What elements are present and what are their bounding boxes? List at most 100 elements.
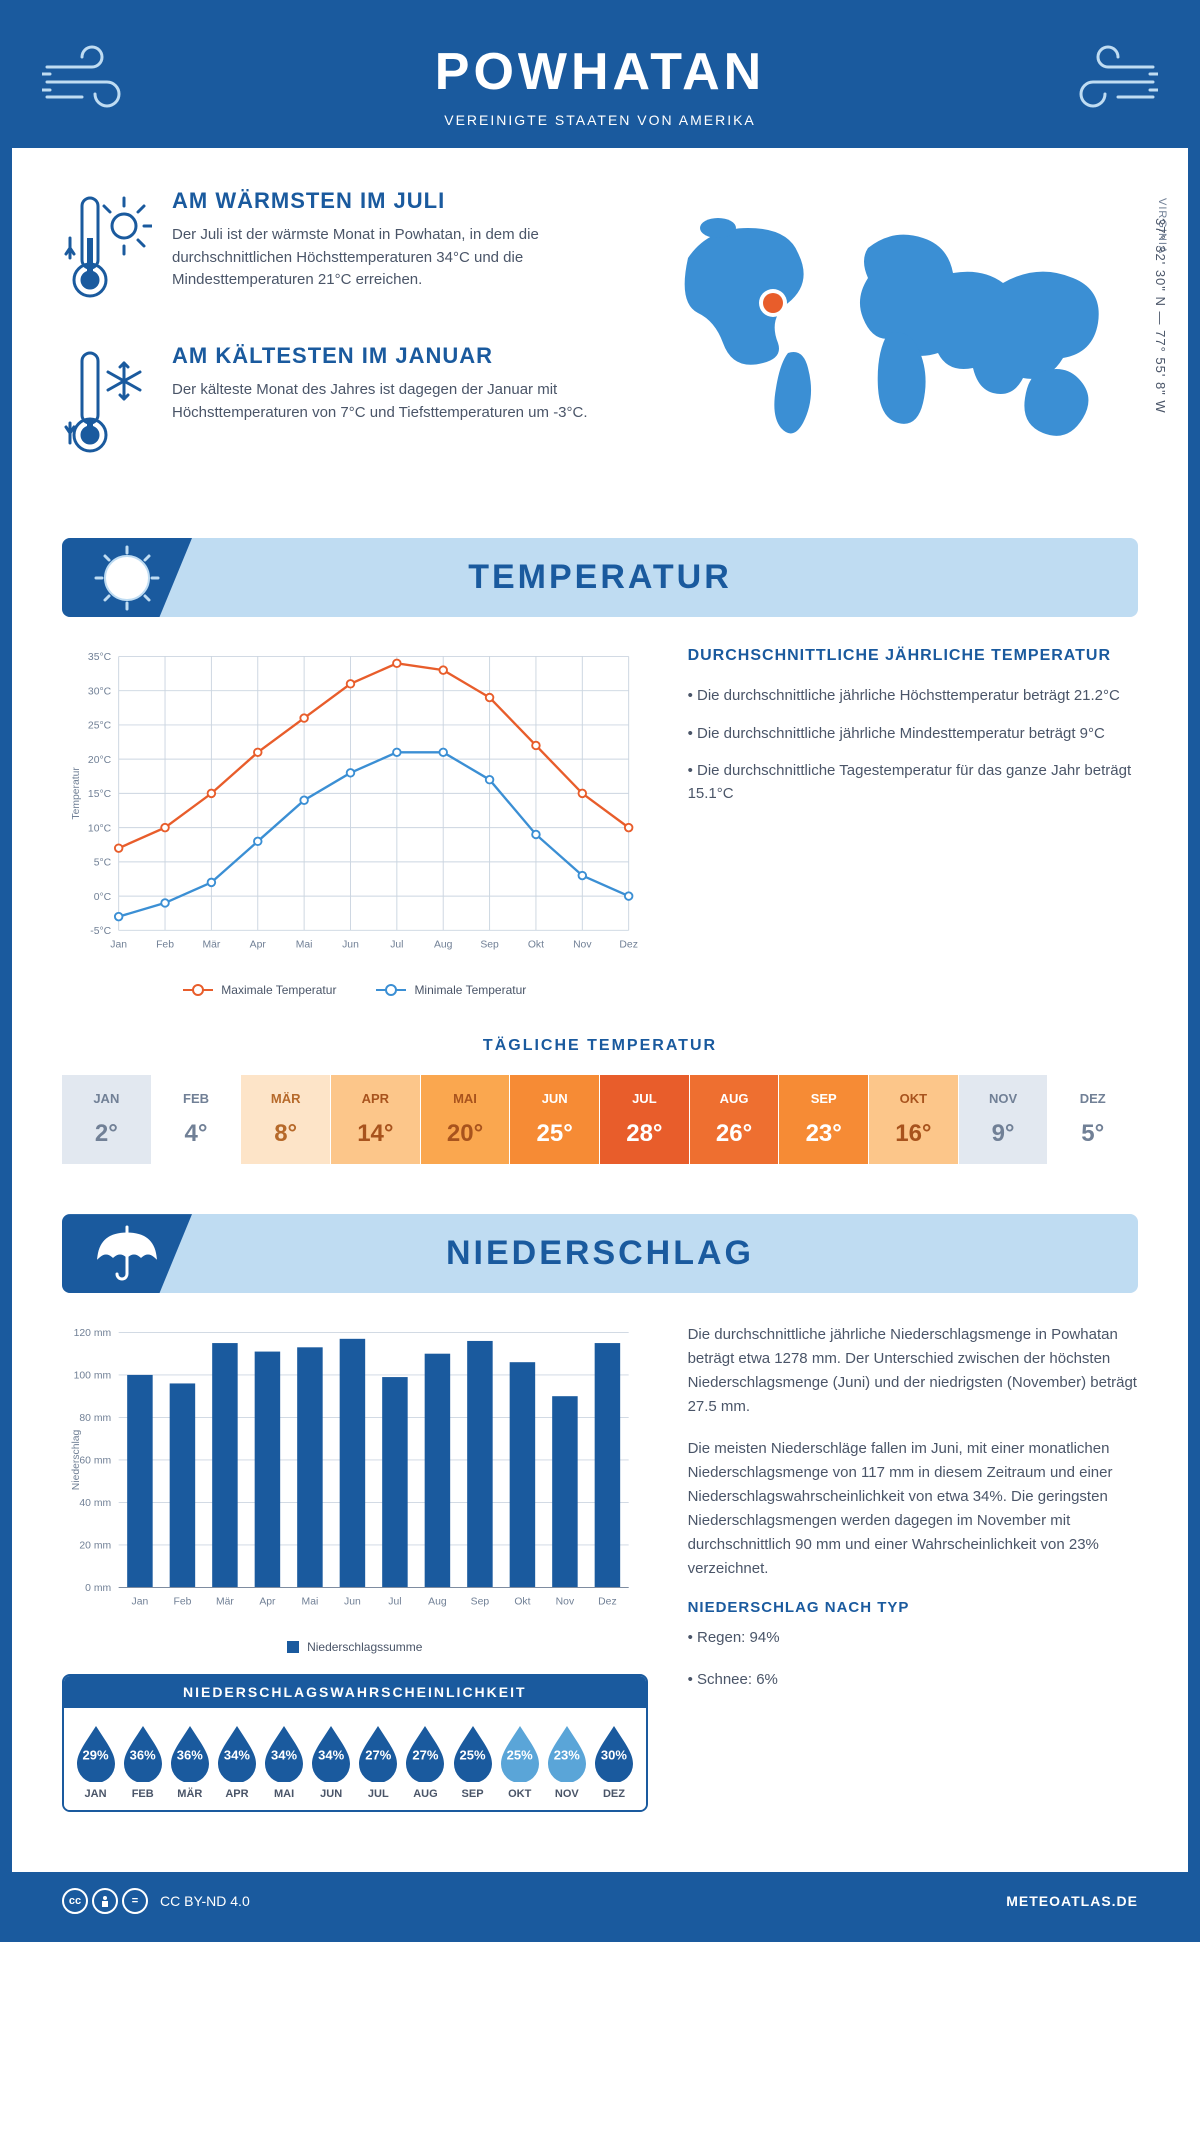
license-text: CC BY-ND 4.0 xyxy=(160,1893,250,1909)
thermometer-cold-icon xyxy=(62,343,152,468)
precip-type-1: • Regen: 94% xyxy=(688,1626,1138,1650)
temperature-title: TEMPERATUR xyxy=(92,558,1108,597)
temperature-section-header: TEMPERATUR xyxy=(62,538,1138,617)
precip-p1: Die durchschnittliche jährliche Niedersc… xyxy=(688,1323,1138,1419)
svg-text:Mai: Mai xyxy=(302,1597,319,1608)
cc-icon: cc xyxy=(62,1888,88,1914)
svg-text:Okt: Okt xyxy=(528,939,544,950)
svg-text:Niederschlag: Niederschlag xyxy=(71,1430,82,1491)
precip-prob-title: NIEDERSCHLAGSWAHRSCHEINLICHKEIT xyxy=(64,1676,646,1708)
temp-p1: • Die durchschnittliche jährliche Höchst… xyxy=(688,685,1138,708)
temp-cell: JUN25° xyxy=(510,1075,600,1164)
thermometer-hot-icon xyxy=(62,188,152,313)
svg-text:60 mm: 60 mm xyxy=(79,1456,111,1467)
svg-text:25°C: 25°C xyxy=(88,721,112,732)
precip-legend: Niederschlagssumme xyxy=(62,1640,648,1654)
svg-text:-5°C: -5°C xyxy=(90,926,111,937)
precip-drop: 25%OKT xyxy=(496,1722,543,1800)
intro-text: AM WÄRMSTEN IM JULI Der Juli ist der wär… xyxy=(62,188,618,498)
svg-text:120 mm: 120 mm xyxy=(74,1328,111,1339)
precip-drop: 36%FEB xyxy=(119,1722,166,1800)
svg-text:Nov: Nov xyxy=(573,939,592,950)
header: POWHATAN VEREINIGTE STAATEN VON AMERIKA xyxy=(12,12,1188,148)
svg-text:Mär: Mär xyxy=(202,939,220,950)
temp-cell: OKT16° xyxy=(869,1075,959,1164)
nd-icon: = xyxy=(122,1888,148,1914)
temp-cell: APR14° xyxy=(331,1075,421,1164)
svg-text:Jul: Jul xyxy=(390,939,403,950)
cc-icons: cc = xyxy=(62,1888,148,1914)
precip-drop: 34%APR xyxy=(213,1722,260,1800)
svg-text:Dez: Dez xyxy=(619,939,637,950)
precip-title: NIEDERSCHLAG xyxy=(92,1234,1108,1273)
temperature-summary: DURCHSCHNITTLICHE JÄHRLICHE TEMPERATUR •… xyxy=(688,647,1138,997)
svg-text:40 mm: 40 mm xyxy=(79,1498,111,1509)
svg-text:80 mm: 80 mm xyxy=(79,1413,111,1424)
legend-max: Maximale Temperatur xyxy=(221,983,336,997)
wind-icon xyxy=(1058,42,1158,122)
page-title: POWHATAN xyxy=(32,42,1168,102)
precip-chart: 0 mm 20 mm 40 mm 60 mm 80 mm 100 mm 120 mm Jan F… xyxy=(62,1323,648,1625)
precip-drop: 34%JUN xyxy=(308,1722,355,1800)
svg-text:100 mm: 100 mm xyxy=(74,1371,111,1382)
intro: AM WÄRMSTEN IM JULI Der Juli ist der wär… xyxy=(62,188,1138,498)
page-subtitle: VEREINIGTE STAATEN VON AMERIKA xyxy=(32,112,1168,128)
precip-drop: 29%JAN xyxy=(72,1722,119,1800)
temp-cell: FEB4° xyxy=(152,1075,242,1164)
warmest-text: Der Juli ist der wärmste Monat in Powhat… xyxy=(172,224,618,292)
svg-text:Aug: Aug xyxy=(434,939,453,950)
precip-summary: Die durchschnittliche jährliche Niedersc… xyxy=(688,1323,1138,1812)
temp-cell: MÄR8° xyxy=(241,1075,331,1164)
wind-icon xyxy=(42,42,142,122)
svg-text:Jan: Jan xyxy=(132,1597,149,1608)
svg-text:Aug: Aug xyxy=(428,1597,447,1608)
temperature-chart: -5°C0°C5°C10°C15°C20°C25°C30°C35°CJanFeb… xyxy=(62,647,648,997)
daily-temp-strip: JAN2°FEB4°MÄR8°APR14°MAI20°JUN25°JUL28°A… xyxy=(62,1075,1138,1164)
temp-cell: JAN2° xyxy=(62,1075,152,1164)
world-map-icon xyxy=(658,188,1138,448)
precip-type-title: NIEDERSCHLAG NACH TYP xyxy=(688,1599,1138,1616)
precip-drop: 30%DEZ xyxy=(590,1722,637,1800)
umbrella-icon xyxy=(62,1214,192,1293)
svg-text:10°C: 10°C xyxy=(88,823,112,834)
footer-site: METEOATLAS.DE xyxy=(1006,1893,1138,1909)
temperature-content: -5°C0°C5°C10°C15°C20°C25°C30°C35°CJanFeb… xyxy=(62,647,1138,997)
precip-drop: 23%NOV xyxy=(543,1722,590,1800)
temp-cell: NOV9° xyxy=(959,1075,1049,1164)
svg-text:30°C: 30°C xyxy=(88,686,112,697)
by-icon xyxy=(92,1888,118,1914)
temp-cell: SEP23° xyxy=(779,1075,869,1164)
svg-text:Feb: Feb xyxy=(173,1597,191,1608)
svg-text:Jul: Jul xyxy=(388,1597,401,1608)
svg-text:0 mm: 0 mm xyxy=(85,1583,111,1594)
footer: cc = CC BY-ND 4.0 METEOATLAS.DE xyxy=(12,1872,1188,1930)
svg-text:Jun: Jun xyxy=(342,939,359,950)
temp-cell: AUG26° xyxy=(690,1075,780,1164)
temperature-legend: Maximale Temperatur Minimale Temperatur xyxy=(62,983,648,997)
precip-legend-label: Niederschlagssumme xyxy=(307,1640,422,1654)
svg-text:Jan: Jan xyxy=(110,939,127,950)
svg-text:Sep: Sep xyxy=(480,939,499,950)
precip-drop: 25%SEP xyxy=(449,1722,496,1800)
svg-text:Apr: Apr xyxy=(250,939,267,950)
temp-p2: • Die durchschnittliche jährliche Mindes… xyxy=(688,723,1138,746)
page: POWHATAN VEREINIGTE STAATEN VON AMERIKA xyxy=(0,0,1200,1942)
svg-text:Temperatur: Temperatur xyxy=(71,767,82,820)
precip-content: 0 mm 20 mm 40 mm 60 mm 80 mm 100 mm 120 mm Jan F… xyxy=(62,1323,1138,1812)
svg-text:Apr: Apr xyxy=(259,1597,276,1608)
precip-p2: Die meisten Niederschläge fallen im Juni… xyxy=(688,1437,1138,1581)
svg-text:Okt: Okt xyxy=(514,1597,530,1608)
precip-type-2: • Schnee: 6% xyxy=(688,1668,1138,1692)
precip-section-header: NIEDERSCHLAG xyxy=(62,1214,1138,1293)
world-map: VIRGINIA 37° 32' 30" N — 77° 55' 8" W xyxy=(658,188,1138,498)
content: AM WÄRMSTEN IM JULI Der Juli ist der wär… xyxy=(12,148,1188,1872)
temp-summary-title: DURCHSCHNITTLICHE JÄHRLICHE TEMPERATUR xyxy=(688,647,1138,665)
svg-text:35°C: 35°C xyxy=(88,652,112,663)
legend-min: Minimale Temperatur xyxy=(414,983,526,997)
svg-text:Mai: Mai xyxy=(296,939,313,950)
svg-text:Sep: Sep xyxy=(471,1597,490,1608)
svg-text:20 mm: 20 mm xyxy=(79,1541,111,1552)
svg-text:Feb: Feb xyxy=(156,939,174,950)
coldest-text: Der kälteste Monat des Jahres ist dagege… xyxy=(172,379,618,424)
svg-text:Dez: Dez xyxy=(598,1597,616,1608)
